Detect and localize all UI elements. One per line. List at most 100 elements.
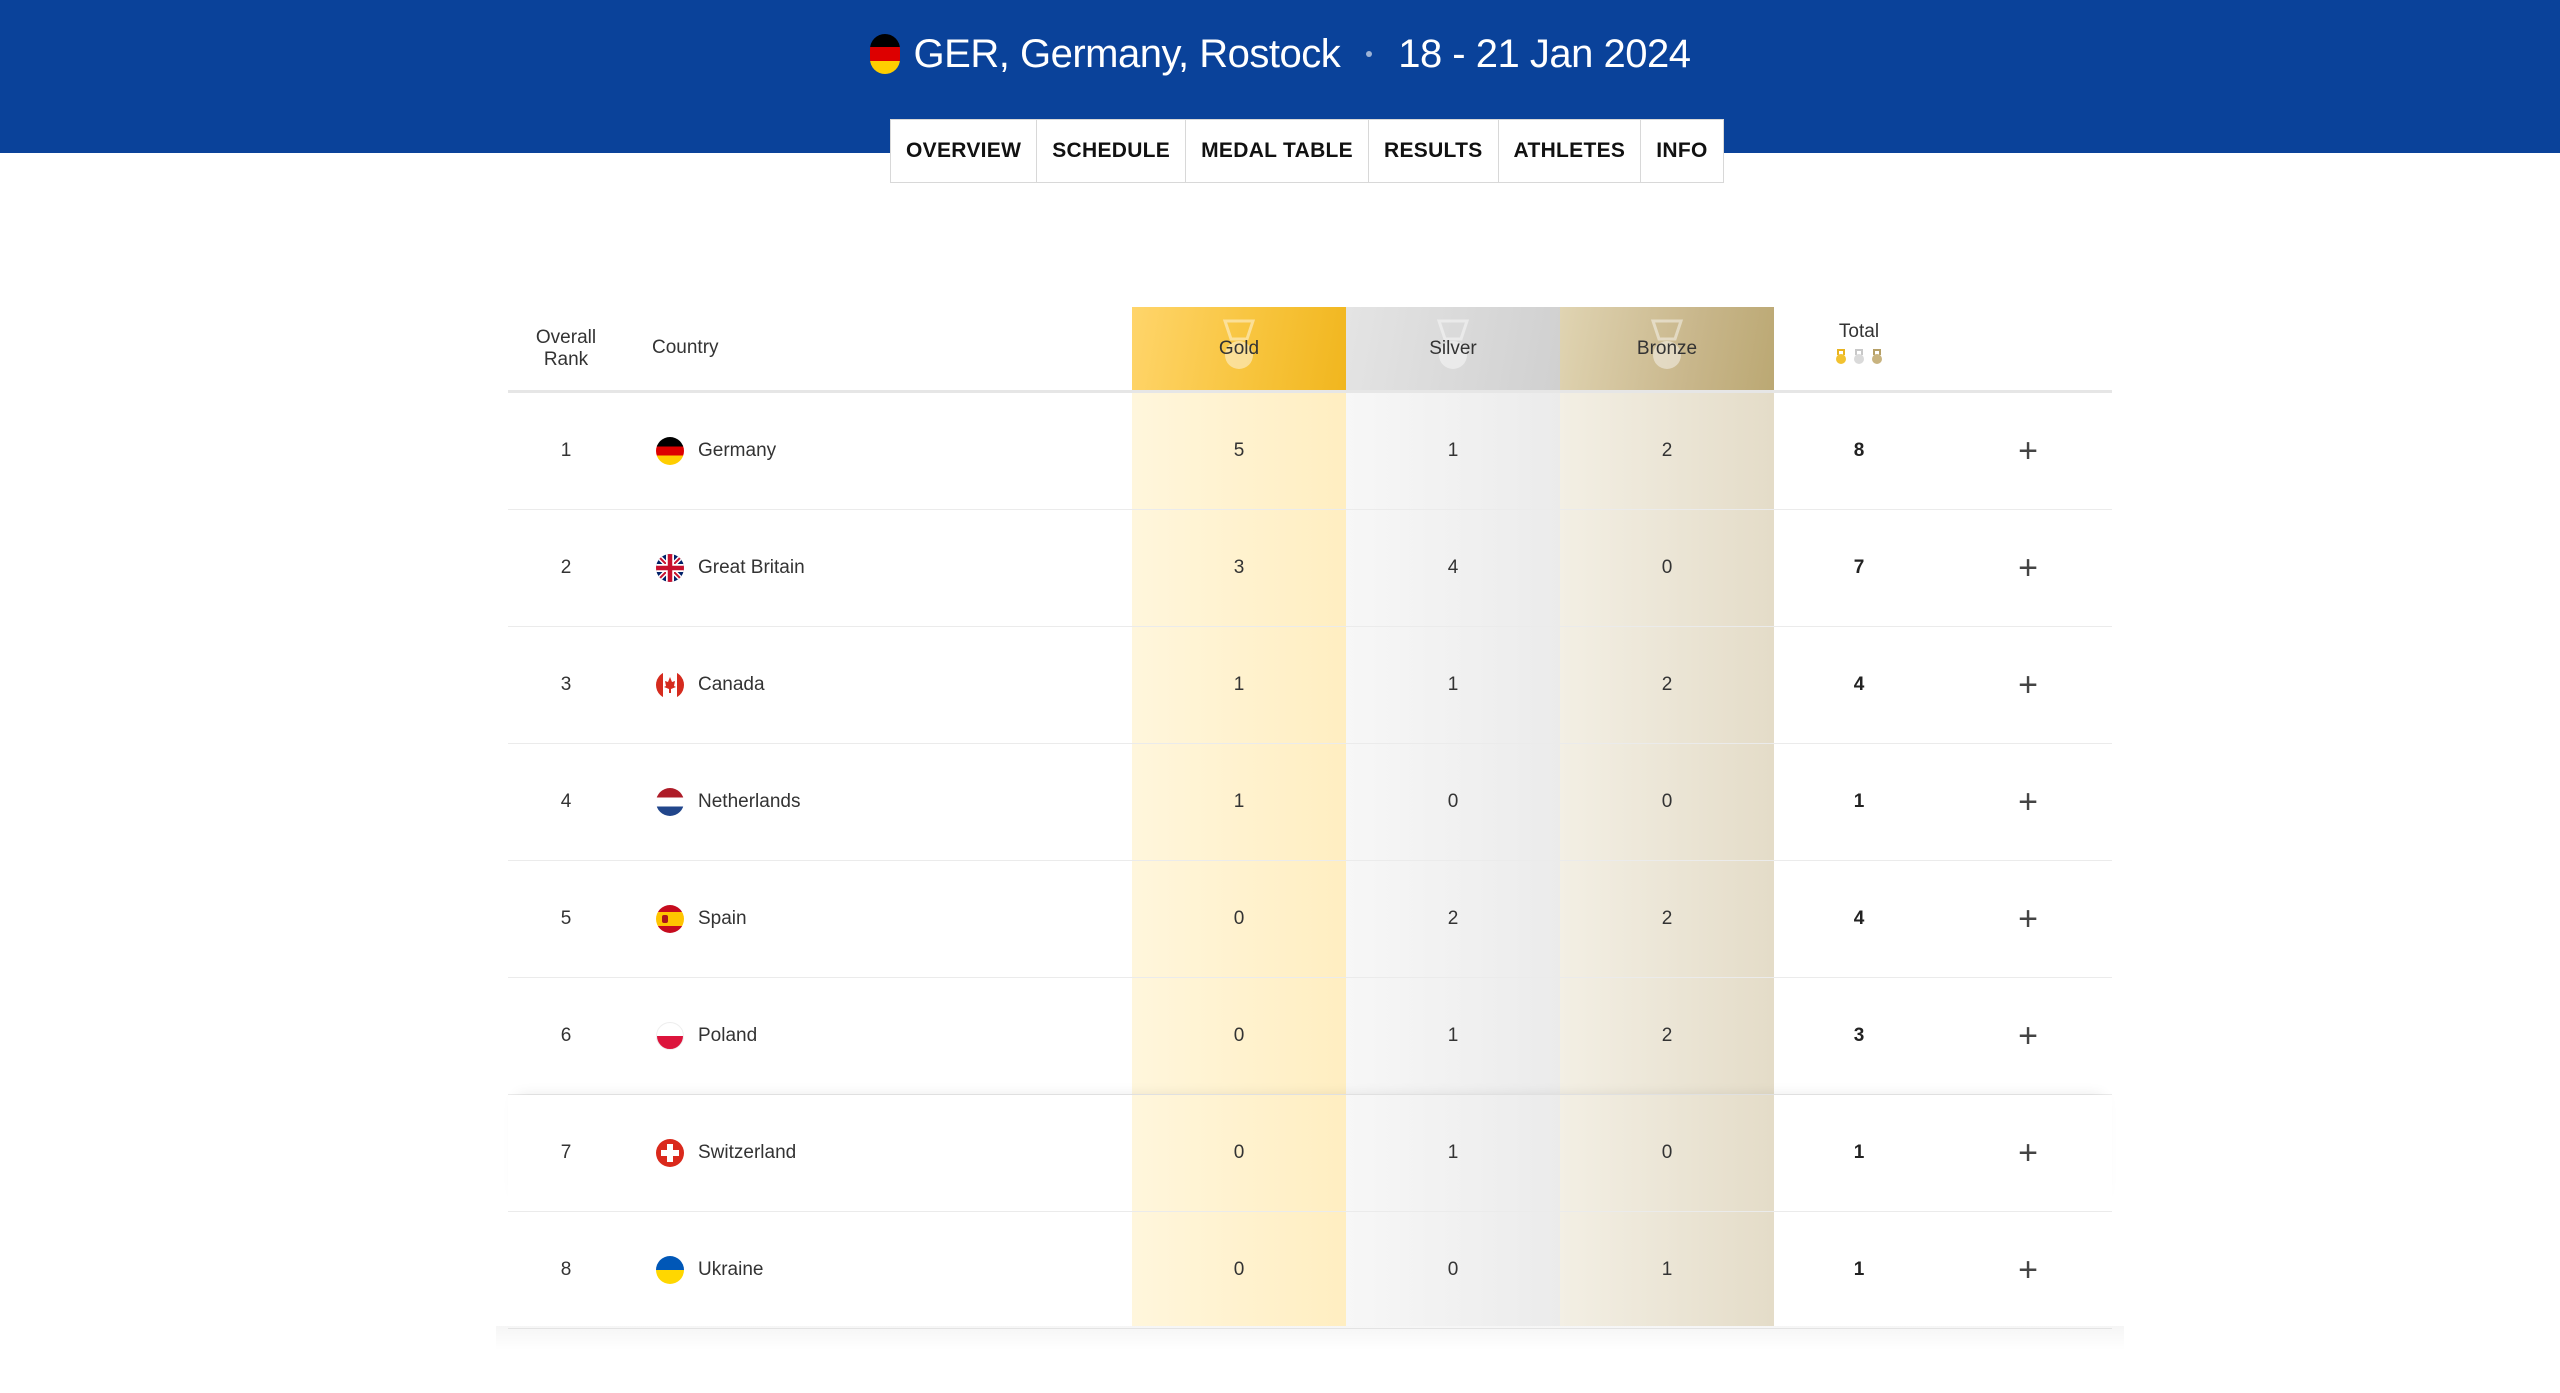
silver-medal-icon <box>1436 319 1470 369</box>
expand-row-button[interactable]: + <box>2018 665 2038 704</box>
gold-count: 0 <box>1233 1025 1245 1046</box>
rank-cell: 4 <box>560 791 572 812</box>
total-count: 7 <box>1853 557 1865 578</box>
country-cell[interactable]: Ukraine <box>656 1212 1116 1328</box>
table-row[interactable]: 8 Ukraine 0 0 1 1 + <box>508 1212 2112 1329</box>
gold-column-band <box>1132 307 1346 1326</box>
header-gold[interactable]: Gold <box>1132 307 1346 390</box>
tab-schedule[interactable]: SCHEDULE <box>1037 120 1187 182</box>
tab-medal-table[interactable]: MEDAL TABLE <box>1186 120 1369 182</box>
silver-count: 1 <box>1447 440 1459 461</box>
netherlands-flag-icon <box>656 788 684 816</box>
header-gold-label: Gold <box>1218 337 1260 359</box>
header-country: Country <box>652 337 719 358</box>
ukraine-flag-icon <box>656 1256 684 1284</box>
header-rank-line2: Rank <box>543 349 589 370</box>
bronze-count: 2 <box>1661 1025 1673 1046</box>
bronze-count: 0 <box>1661 557 1673 578</box>
total-count: 3 <box>1853 1025 1865 1046</box>
header-total-label: Total <box>1838 321 1880 342</box>
gold-count: 0 <box>1233 1142 1245 1163</box>
gold-count: 3 <box>1233 557 1245 578</box>
country-name: Ukraine <box>698 1259 764 1280</box>
total-count: 4 <box>1853 908 1865 929</box>
expand-row-button[interactable]: + <box>2018 899 2038 938</box>
table-row[interactable]: 3 Canada 1 1 2 4 + <box>508 627 2112 744</box>
poland-flag-icon <box>656 1022 684 1050</box>
mini-silver-medal-icon <box>1853 349 1865 365</box>
total-count: 4 <box>1853 674 1865 695</box>
rank-cell: 7 <box>560 1142 572 1163</box>
tab-info[interactable]: INFO <box>1656 139 1708 162</box>
event-dates: 18 - 21 Jan 2024 <box>1398 31 1691 76</box>
table-row[interactable]: 2 Great Britain 3 4 0 7 + <box>508 510 2112 627</box>
expand-row-button[interactable]: + <box>2018 1250 2038 1289</box>
country-name: Spain <box>698 908 747 929</box>
expand-row-button[interactable]: + <box>2018 431 2038 470</box>
country-cell[interactable]: Spain <box>656 861 1116 977</box>
tab-athletes[interactable]: ATHLETES <box>1499 120 1642 182</box>
total-count: 1 <box>1853 791 1865 812</box>
country-cell[interactable]: Poland <box>656 978 1116 1094</box>
silver-count: 0 <box>1447 791 1459 812</box>
country-name: Canada <box>698 674 765 695</box>
rank-cell: 2 <box>560 557 572 578</box>
bronze-count: 0 <box>1661 791 1673 812</box>
separator-dot-icon <box>1366 51 1373 57</box>
country-name: Poland <box>698 1025 758 1046</box>
header-silver[interactable]: Silver <box>1346 307 1560 390</box>
header-bronze-label: Bronze <box>1636 337 1698 359</box>
event-title: GER, Germany, Rostock 18 - 21 Jan 2024 <box>0 22 2560 86</box>
country-cell[interactable]: Great Britain <box>656 510 1116 626</box>
country-cell[interactable]: Canada <box>656 627 1116 743</box>
table-row[interactable]: 4 Netherlands 1 0 0 1 + <box>508 744 2112 861</box>
silver-count: 1 <box>1447 674 1459 695</box>
rank-cell: 1 <box>560 440 572 461</box>
table-row[interactable]: 7 Switzerland 0 1 0 1 + <box>508 1095 2112 1212</box>
medal-table: Overall Rank Country Gold Silver Bronze … <box>496 307 2124 1350</box>
expand-row-button[interactable]: + <box>2018 548 2038 587</box>
tab-overview[interactable]: OVERVIEW <box>891 120 1038 182</box>
total-count: 1 <box>1853 1142 1865 1163</box>
country-name: Switzerland <box>698 1142 797 1163</box>
rank-cell: 5 <box>560 908 572 929</box>
expand-row-button[interactable]: + <box>2018 1133 2038 1172</box>
silver-count: 4 <box>1447 557 1459 578</box>
header-silver-label: Silver <box>1429 337 1477 359</box>
event-location: GER, Germany, Rostock <box>913 31 1341 76</box>
header-total[interactable]: Total <box>1774 321 1944 365</box>
country-cell[interactable]: Netherlands <box>656 744 1116 860</box>
table-row[interactable]: 5 Spain 0 2 2 4 + <box>508 861 2112 978</box>
gold-medal-icon <box>1222 319 1256 369</box>
table-row[interactable]: 1 Germany 5 1 2 8 + <box>508 393 2112 510</box>
germany-flag-icon <box>869 34 900 74</box>
gold-count: 0 <box>1233 1259 1245 1280</box>
spain-flag-icon <box>656 905 684 933</box>
header-divider <box>508 390 2112 393</box>
country-cell[interactable]: Germany <box>656 393 1116 509</box>
great-britain-flag-icon <box>656 554 684 582</box>
bronze-count: 2 <box>1661 908 1673 929</box>
silver-count: 1 <box>1447 1025 1459 1046</box>
table-bottom-shadow <box>496 1326 2124 1350</box>
silver-count: 1 <box>1447 1142 1459 1163</box>
gold-count: 0 <box>1233 908 1245 929</box>
event-nav-tabs: OVERVIEW SCHEDULE MEDAL TABLE RESULTS AT… <box>890 119 1724 183</box>
germany-flag-icon <box>656 437 684 465</box>
silver-count: 2 <box>1447 908 1459 929</box>
expand-row-button[interactable]: + <box>2018 1016 2038 1055</box>
table-row[interactable]: 6 Poland 0 1 2 3 + <box>508 978 2112 1095</box>
country-name: Germany <box>698 440 777 461</box>
rank-cell: 6 <box>560 1025 572 1046</box>
tab-results[interactable]: RESULTS <box>1369 120 1499 182</box>
switzerland-flag-icon <box>656 1139 684 1167</box>
bronze-medal-icon <box>1650 319 1684 369</box>
country-cell[interactable]: Switzerland <box>656 1095 1116 1211</box>
bronze-column-band <box>1560 307 1774 1326</box>
rank-cell: 3 <box>560 674 572 695</box>
total-medals-icons <box>1774 349 1944 365</box>
bronze-count: 1 <box>1661 1259 1673 1280</box>
silver-column-band <box>1346 307 1560 1326</box>
header-bronze[interactable]: Bronze <box>1560 307 1774 390</box>
expand-row-button[interactable]: + <box>2018 782 2038 821</box>
